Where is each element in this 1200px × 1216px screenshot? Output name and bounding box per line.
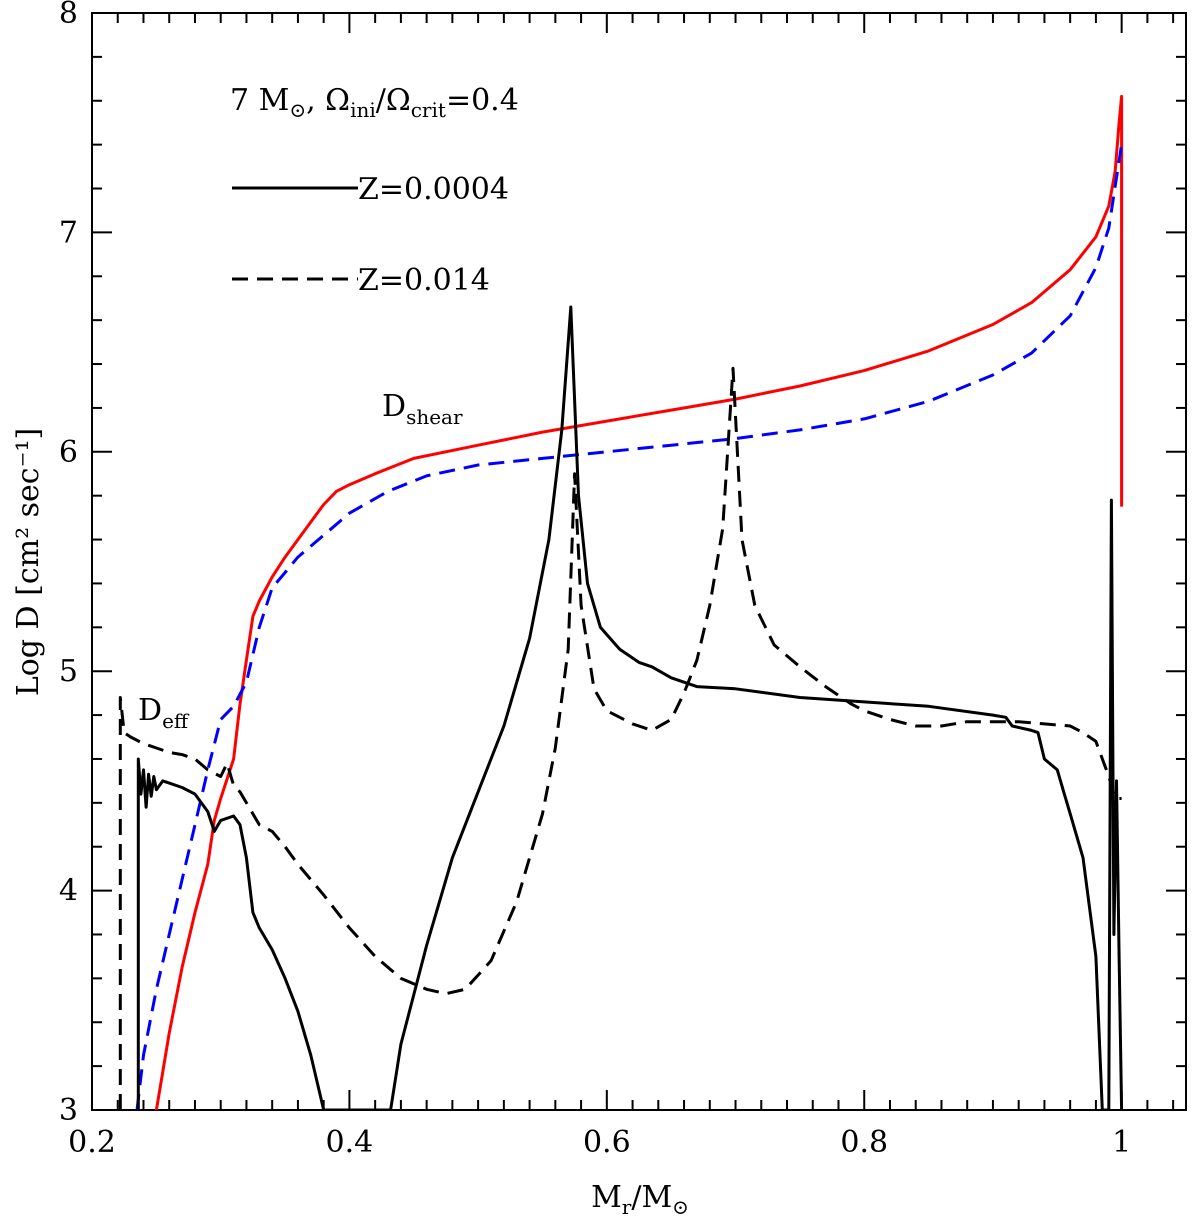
y-axis-label: Log D [cm² sec⁻¹] bbox=[11, 428, 46, 696]
x-tick-label: 0.8 bbox=[840, 1125, 888, 1160]
annotation-d-eff-sub: eff bbox=[162, 709, 190, 733]
legend-label-dashed: Z=0.014 bbox=[358, 263, 490, 298]
x-tick-label: 0.6 bbox=[583, 1125, 631, 1160]
series-line-2 bbox=[136, 305, 1124, 1110]
series-group bbox=[118, 94, 1124, 1110]
x-axis-label-rest: /M bbox=[631, 1180, 672, 1215]
annotation-d-eff-main: D bbox=[138, 693, 162, 728]
tick-marks bbox=[91, 12, 1186, 1111]
y-tick-label: 4 bbox=[59, 874, 78, 909]
legend-title-c-sub: crit bbox=[411, 98, 446, 122]
legend-title-d: =0.4 bbox=[446, 83, 519, 118]
y-tick-label: 6 bbox=[59, 435, 78, 470]
series-line-3 bbox=[118, 366, 1122, 1110]
y-tick-label: 7 bbox=[59, 215, 78, 250]
y-tick-label: 3 bbox=[59, 1093, 78, 1128]
legend-label-solid: Z=0.0004 bbox=[358, 172, 509, 207]
legend-title: 7 M⊙, Ωini/Ωcrit=0.4 bbox=[230, 83, 519, 122]
legend-title-c: /Ω bbox=[376, 83, 411, 118]
x-tick-label: 1 bbox=[1112, 1125, 1131, 1160]
annotation-d-shear-sub: shear bbox=[406, 405, 463, 429]
x-axis-label-sub2: ⊙ bbox=[672, 1195, 689, 1216]
legend-title-b-sub: ini bbox=[350, 98, 376, 122]
x-tick-label: 0.2 bbox=[68, 1125, 116, 1160]
y-tick-label: 5 bbox=[59, 654, 78, 689]
series-line-0 bbox=[154, 94, 1124, 1110]
series-line-1 bbox=[135, 144, 1124, 1110]
x-tick-label: 0.4 bbox=[326, 1125, 374, 1160]
plot-frame bbox=[91, 12, 1187, 1111]
legend-title-a-sub: ⊙ bbox=[289, 98, 306, 122]
tick-labels: 0.2 0.4 0.6 0.8 1 3 4 5 6 7 8 bbox=[59, 0, 1131, 1160]
legend-title-a: 7 M bbox=[230, 83, 289, 118]
x-axis-label: Mr/M⊙ bbox=[591, 1180, 689, 1216]
legend-title-b: , Ω bbox=[306, 83, 350, 118]
x-axis-label-main: M bbox=[591, 1180, 622, 1215]
x-axis-label-sub: r bbox=[622, 1195, 632, 1216]
annotation-d-shear: Dshear bbox=[382, 389, 463, 429]
annotation-d-shear-main: D bbox=[382, 389, 406, 424]
annotation-d-eff: Deff bbox=[138, 693, 190, 733]
y-tick-label: 8 bbox=[59, 0, 78, 31]
